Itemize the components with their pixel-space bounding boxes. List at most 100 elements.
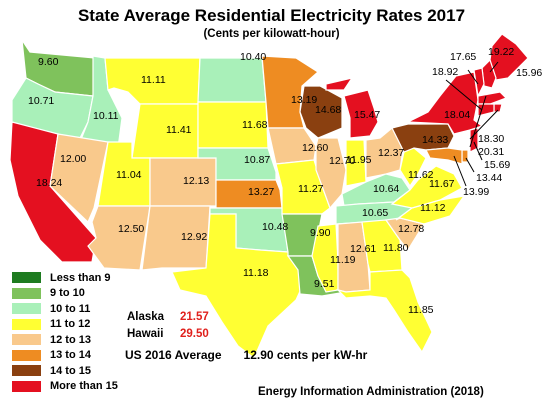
legend-label: 12 to 13 [50,333,91,346]
state-rate-label-mn: 13.19 [291,94,317,106]
state-rate-label-tx: 11.18 [243,267,269,279]
state-rate-label-in: 11.95 [346,154,372,166]
state-rate-label-ma: 20.31 [478,146,504,158]
leader-line-ct [445,79,483,111]
us-average-label: US 2016 Average [125,348,222,362]
state-tx [171,213,307,359]
state-rate-label-wa: 9.60 [38,56,59,68]
state-rate-label-nd: 10.40 [240,51,266,63]
legend-label: 9 to 10 [50,287,85,300]
legend-swatch [11,348,42,362]
legend-label: More than 15 [50,380,118,393]
state-ma [477,91,508,105]
state-me [489,33,529,81]
state-rate-label-id: 10.11 [93,110,119,122]
state-rate-label-nc: 11.12 [420,202,446,214]
state-rate-label-pa: 14.33 [422,134,448,146]
leader-line-ri [469,109,499,140]
legend-item: 14 to 15 [11,363,118,379]
state-rate-label-md: 13.99 [463,186,489,198]
state-va [390,165,463,209]
state-ny [405,71,484,135]
legend-item: 12 to 13 [11,332,118,348]
legend-item: 11 to 12 [11,317,118,333]
us-average: US 2016 Average 12.90 cents per kW-hr [125,348,367,362]
legend: Less than 9 9 to 10 10 to 11 11 to 12 12 to … [11,270,118,394]
state-rate-label-mt: 11.11 [141,74,166,86]
state-rate-label-mo: 11.27 [298,183,324,195]
legend-swatch [11,379,42,393]
state-vt [473,67,485,98]
state-mi [325,77,379,139]
other-state-row-hawaii: Hawaii 29.50 [127,328,209,345]
state-rate-label-sd: 11.68 [242,119,268,131]
legend-label: 13 to 14 [50,349,91,362]
state-nd [197,57,267,103]
state-rate-label-nh: 19.22 [488,46,514,58]
state-rate-label-ne: 10.87 [244,154,270,166]
state-ms [311,223,339,293]
state-rate-label-ia: 12.60 [302,142,328,154]
state-rate-label-mi: 15.47 [354,109,380,121]
legend-label: 11 to 12 [50,318,91,331]
state-rate-label-nm: 12.92 [181,231,207,243]
state-rate-label-wv: 11.62 [408,169,434,181]
other-state-name: Hawaii [127,328,164,340]
other-state-row-alaska: Alaska 21.57 [127,311,209,328]
state-in [345,139,367,187]
state-mo [275,159,331,215]
state-rate-label-ok: 10.48 [262,221,288,233]
state-ri [493,103,503,113]
state-il [315,137,347,210]
legend-swatch [11,286,42,300]
legend-item: More than 15 [11,379,118,395]
leader-line-nj [473,141,483,161]
legend-item: 10 to 11 [11,301,118,317]
state-rate-label-ms: 11.19 [330,254,356,266]
map-title: State Average Residential Electricity Ra… [77,6,466,25]
state-nv [49,133,109,224]
state-rate-label-ks: 13.27 [248,186,274,198]
other-state-name: Alaska [127,311,165,323]
legend-swatch [11,333,42,347]
state-fl [336,269,433,354]
legend-swatch [11,302,42,316]
other-state-rate: 29.50 [180,328,209,340]
legend-swatch [11,271,42,285]
state-rate-label-oh: 12.37 [378,147,404,159]
state-oh [365,127,405,179]
state-nm [141,205,211,271]
state-rate-label-ar: 9.90 [310,227,331,239]
state-rate-label-ca: 18.24 [36,177,62,189]
legend-swatch [11,364,42,378]
state-rate-label-wy: 11.41 [166,124,192,136]
state-rate-label-de: 13.44 [476,172,502,184]
state-rate-label-ri: 18.30 [478,133,504,145]
other-states-rates: Alaska 21.57 Hawaii 29.50 [127,311,209,345]
state-wi [299,85,343,139]
state-rate-label-nj: 15.69 [484,159,510,171]
state-az [87,205,151,271]
state-rate-label-or: 10.71 [28,95,54,107]
state-ia [267,127,317,165]
other-state-rate: 21.57 [180,311,209,323]
state-ct [477,103,495,117]
state-rate-label-tn: 10.65 [362,207,388,219]
state-rate-label-vt: 17.65 [450,51,476,63]
state-rate-label-ky: 10.64 [373,183,399,195]
us-average-value: 12.90 cents per kW-hr [243,348,368,362]
state-rate-label-sc: 12.78 [398,223,424,235]
state-rate-label-al: 12.61 [350,243,376,255]
state-rate-label-va: 11.67 [429,178,455,190]
state-rate-label-la: 9.51 [314,278,335,290]
legend-label: 10 to 11 [50,302,91,315]
state-rate-label-ct: 18.92 [432,66,458,78]
legend-item: Less than 9 [11,270,118,286]
legend-item: 13 to 14 [11,348,118,364]
state-rate-label-ga: 11.80 [383,242,409,254]
legend-label: Less than 9 [50,271,111,284]
legend-label: 14 to 15 [50,364,91,377]
state-rate-label-co: 12.13 [183,175,209,187]
leader-line-nh [489,61,499,73]
